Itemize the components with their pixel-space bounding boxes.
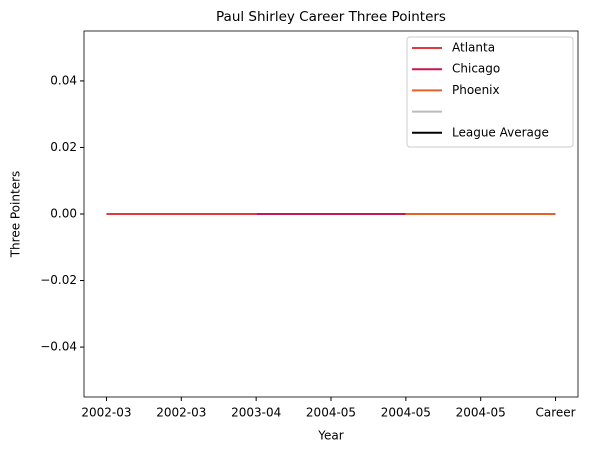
x-tick-label: 2004-05 [306, 406, 356, 420]
x-tick-label: 2002-03 [156, 406, 206, 420]
legend-box [406, 36, 574, 148]
plot-frame [83, 30, 579, 398]
x-tick-label: Career [535, 406, 575, 420]
y-tick-label: 0.00 [50, 207, 77, 221]
chart-title: Paul Shirley Career Three Pointers [216, 9, 446, 25]
x-tick-label: 2003-04 [231, 406, 281, 420]
y-tick-label: 0.02 [50, 140, 77, 154]
x-tick-label: 2004-05 [456, 406, 506, 420]
legend-label: League Average [452, 125, 549, 139]
x-tick-label: 2002-03 [81, 406, 131, 420]
legend-label: Phoenix [452, 83, 500, 97]
legend-label: Atlanta [452, 41, 495, 55]
y-tick-label: −0.04 [40, 340, 77, 354]
y-tick-label: −0.02 [40, 273, 77, 287]
y-axis-label: Three Pointers [9, 171, 23, 259]
legend-label: Chicago [452, 62, 500, 76]
y-tick-label: 0.04 [50, 73, 77, 87]
x-axis-label: Year [317, 429, 343, 443]
x-tick-label: 2004-05 [381, 406, 431, 420]
